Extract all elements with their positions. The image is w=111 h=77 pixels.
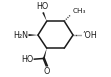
Text: H₂N: H₂N	[13, 31, 28, 40]
Text: O: O	[44, 67, 50, 76]
Polygon shape	[42, 12, 47, 21]
Text: HO: HO	[22, 55, 34, 64]
Polygon shape	[43, 48, 47, 59]
Text: HO: HO	[36, 2, 49, 11]
Text: CH₃: CH₃	[72, 8, 86, 14]
Text: ’OH: ’OH	[82, 31, 97, 40]
Polygon shape	[29, 34, 38, 36]
